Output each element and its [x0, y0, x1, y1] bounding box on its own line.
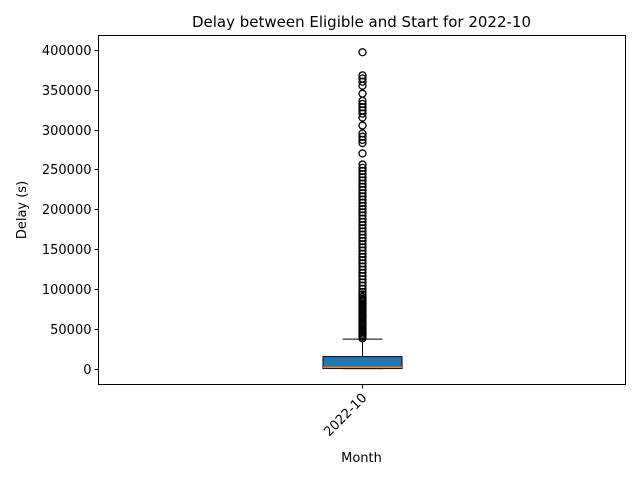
x-axis-label: Month [341, 451, 382, 466]
y-tick-label: 200000 [42, 203, 92, 218]
y-tick-label: 250000 [42, 163, 92, 178]
outlier-point [358, 149, 367, 158]
plot-marks [322, 48, 403, 370]
y-tick-label: 400000 [42, 44, 92, 59]
y-tick-label: 350000 [42, 84, 92, 99]
outlier-point [358, 290, 367, 299]
outlier-point [358, 99, 367, 109]
box-iqr [322, 356, 403, 370]
outlier-point [358, 160, 367, 169]
outlier-point [358, 132, 367, 141]
y-axis-label: Delay (s) [15, 181, 30, 239]
outlier-point [358, 89, 367, 98]
y-tick-label: 100000 [42, 283, 92, 298]
outlier-point [358, 129, 367, 138]
outlier-point [358, 74, 367, 83]
y-tick-label: 150000 [42, 243, 92, 258]
outlier-point [358, 48, 367, 57]
outlier-point [358, 292, 367, 302]
chart-title: Delay between Eligible and Start for 202… [192, 13, 531, 31]
axis-ticks: 2022-10 0 50000 100000 150000 200000 250000 300… [42, 44, 370, 440]
y-tick-label: 300000 [42, 124, 92, 139]
y-tick-label: 50000 [50, 323, 91, 338]
outlier-point [358, 121, 367, 130]
x-tick-label: 2022-10 [321, 391, 370, 440]
y-tick-label: 0 [83, 363, 91, 378]
outlier-point [358, 71, 367, 80]
outlier-point [358, 163, 367, 172]
